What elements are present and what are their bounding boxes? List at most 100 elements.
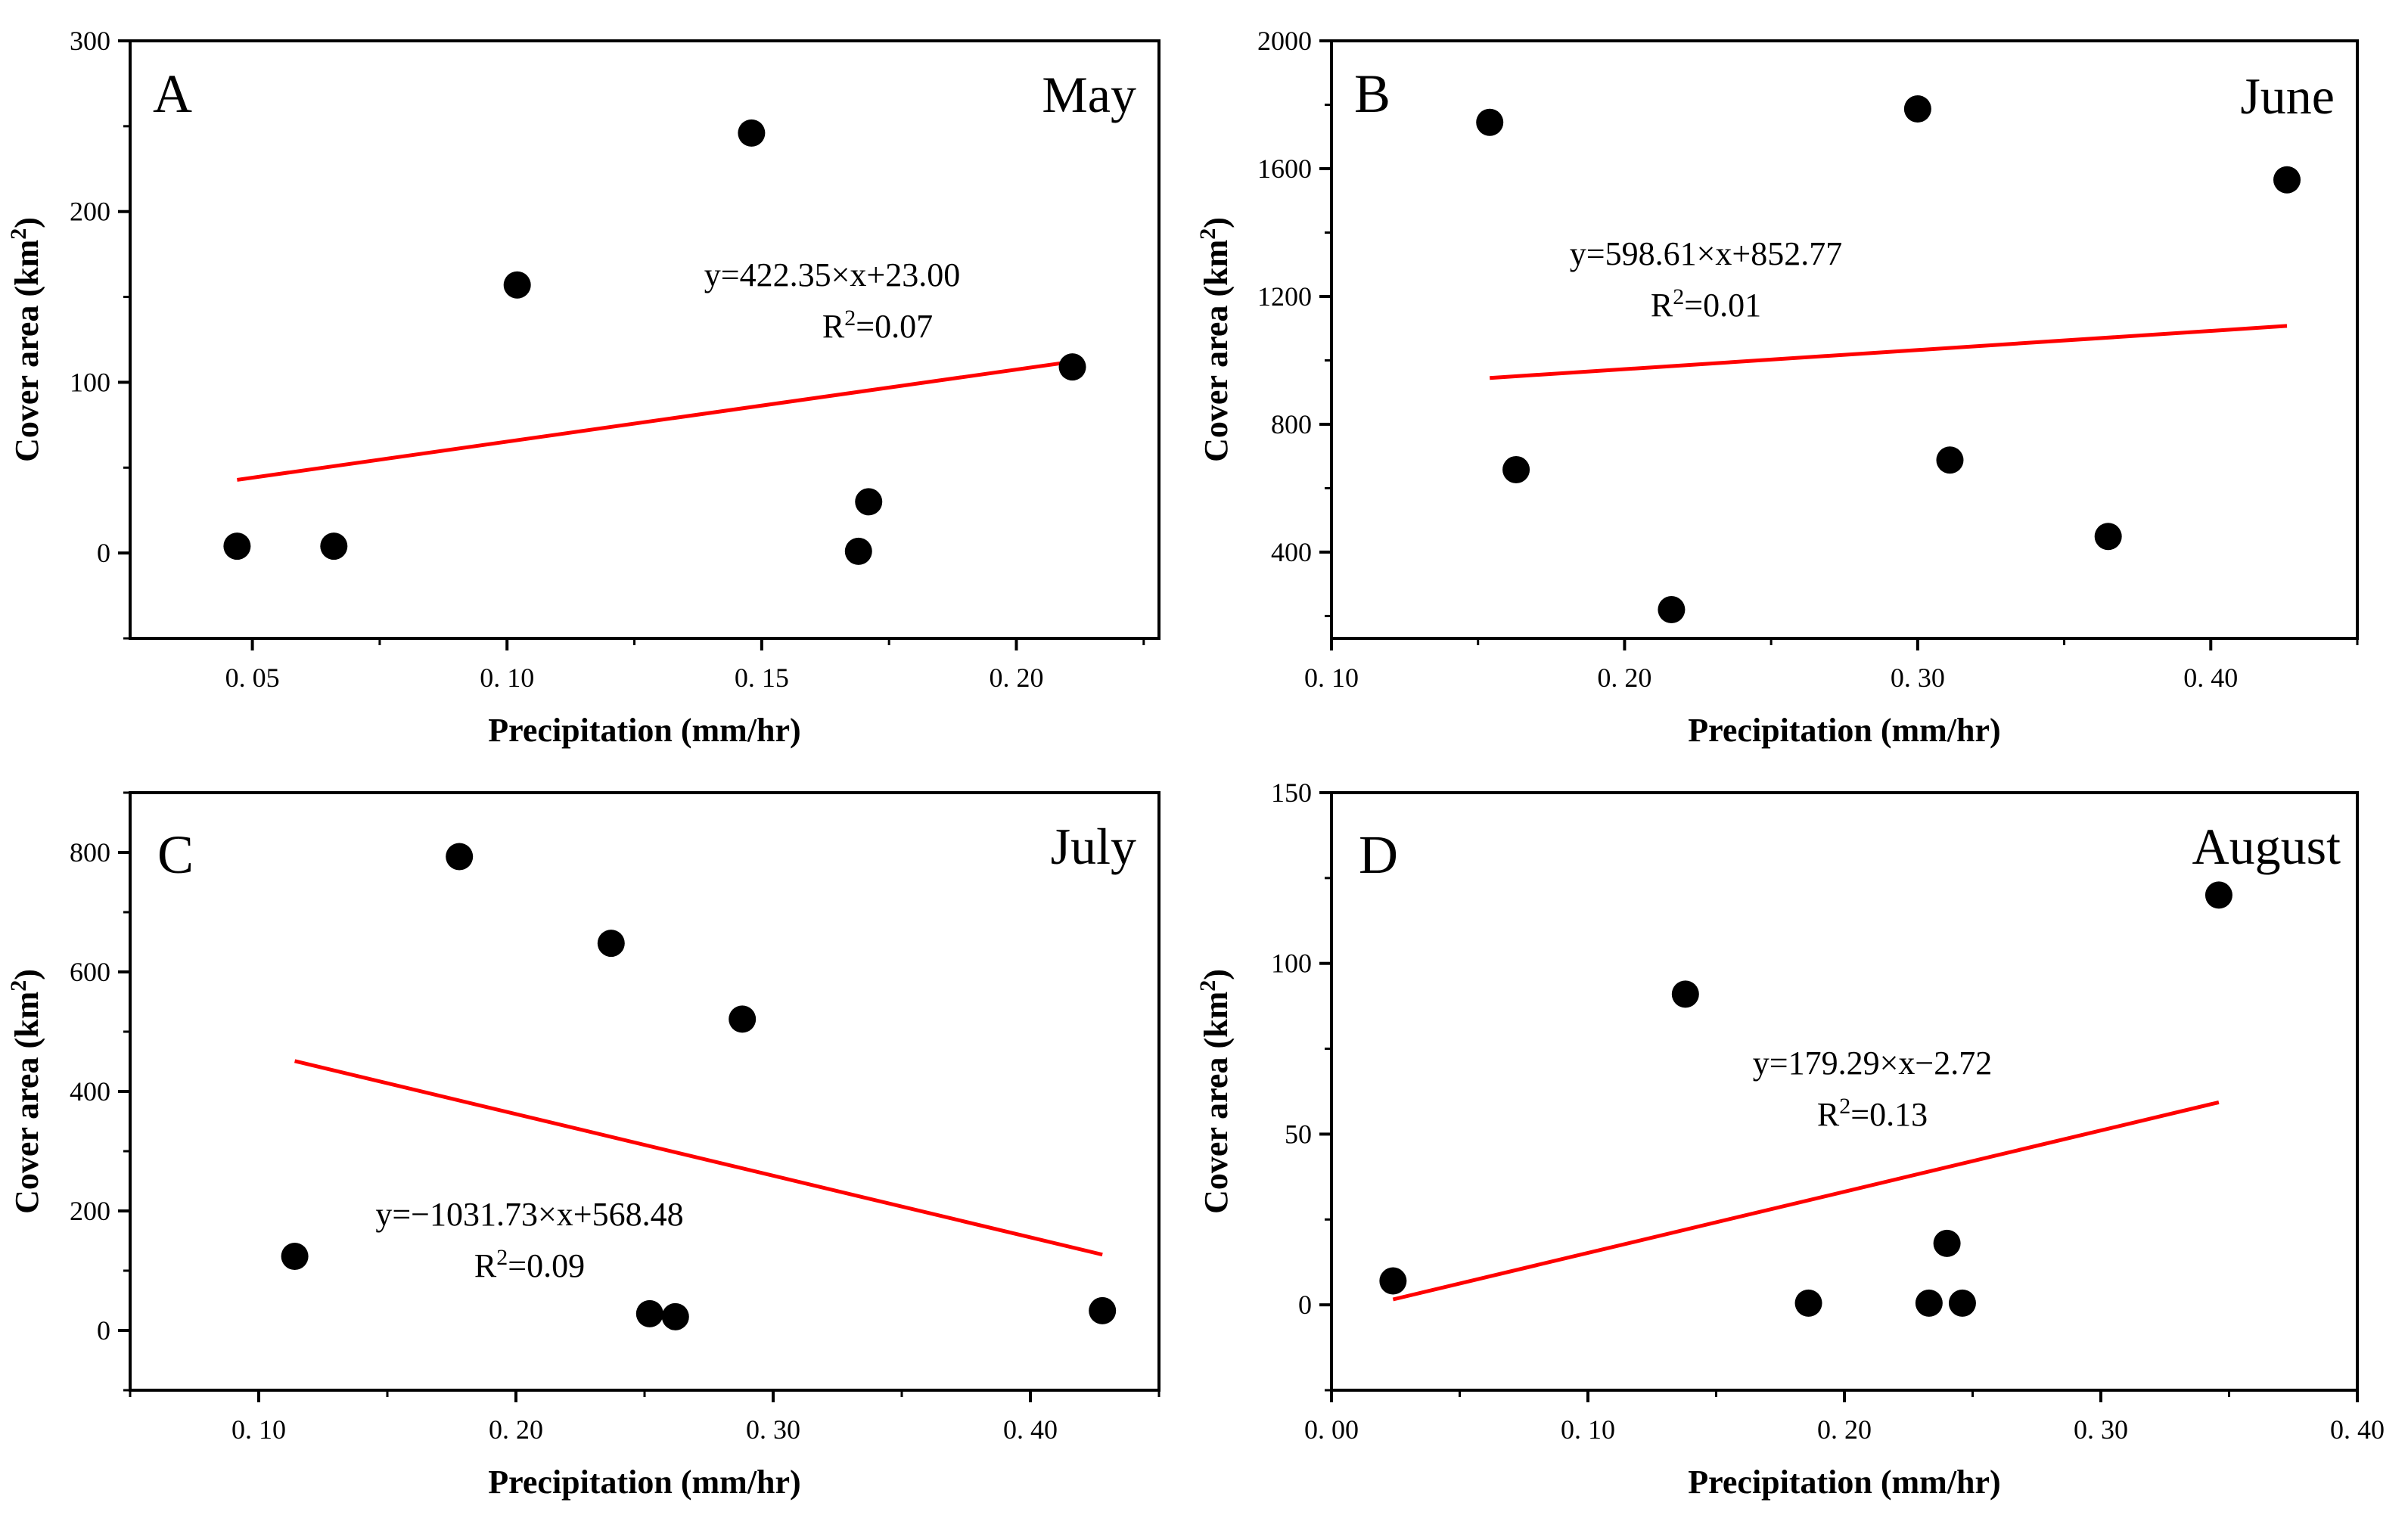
panel-b-x-tick-label: 0. 20 <box>1597 663 1651 693</box>
panel-d-data-point <box>1794 1289 1822 1317</box>
panel-d-data-point <box>1915 1289 1943 1317</box>
panel-b-data-point <box>1658 595 1686 623</box>
panel-c-regression-line <box>294 1059 1103 1257</box>
panel-c-x-tick-label: 0. 40 <box>1003 1414 1058 1445</box>
panel-a-data-point <box>855 488 883 516</box>
panel-b-x-tick-label: 0. 30 <box>1891 663 1945 693</box>
panel-d-data-point <box>1379 1267 1407 1295</box>
panel-c-r-squared: R2=0.09 <box>474 1245 585 1285</box>
panel-b-month-label: June <box>2240 67 2335 125</box>
panel-c-y-tick-label: 200 <box>70 1196 110 1226</box>
panel-a-x-axis-title: Precipitation (mm/hr) <box>488 712 800 749</box>
panel-c-x-tick-label: 0. 10 <box>231 1414 286 1445</box>
panel-d-r-squared: R2=0.13 <box>1817 1094 1928 1134</box>
panel-c-data-point <box>1089 1296 1117 1324</box>
panel-b-x-tick-label: 0. 10 <box>1304 663 1359 693</box>
panel-b-data-point <box>1936 446 1964 474</box>
panel-a-data-point <box>503 271 531 299</box>
panel-b-regression-line <box>1490 324 2288 380</box>
panel-a-y-tick-label: 0 <box>97 538 110 568</box>
panel-c-plot-frame <box>129 791 1161 1392</box>
panel-b-data-point <box>2273 166 2301 194</box>
panel-b-label: B <box>1354 64 1390 124</box>
panel-a-regression-equation: y=422.35×x+23.00 <box>704 256 960 293</box>
panel-d-y-tick-label: 150 <box>1271 778 1312 808</box>
panel-d-x-axis-title: Precipitation (mm/hr) <box>1688 1464 2000 1501</box>
panel-d-y-axis-title: Cover area (km2) <box>1195 969 1235 1214</box>
panel-c-y-tick-label: 0 <box>97 1315 110 1346</box>
panel-a-y-tick-label: 200 <box>70 197 110 227</box>
panel-d-x-tick-label: 0. 40 <box>2330 1414 2385 1445</box>
panel-d-regression-line <box>1392 1100 2220 1302</box>
panel-c-y-tick-label: 400 <box>70 1076 110 1107</box>
panel-c-x-axis-title: Precipitation (mm/hr) <box>488 1464 800 1501</box>
panel-a-data-point <box>1058 353 1086 381</box>
panel-b-data-point <box>1502 455 1530 483</box>
panel-d-plot-frame <box>1330 791 2359 1392</box>
panel-b-x-tick-label: 0. 40 <box>2183 663 2238 693</box>
panel-a-y-tick-label: 100 <box>70 367 110 397</box>
panel-b-data-point <box>2094 523 2122 551</box>
panel-b-regression-equation: y=598.61×x+852.77 <box>1570 235 1842 272</box>
panel-c-month-label: July <box>1051 818 1136 875</box>
panel-c-y-axis-title: Cover area (km2) <box>6 969 46 1214</box>
panel-c-data-point <box>597 930 625 958</box>
panel-d-label: D <box>1359 824 1398 885</box>
panel-b-y-tick-label: 2000 <box>1257 26 1312 56</box>
panel-d-y-tick-label: 0 <box>1298 1290 1312 1320</box>
panel-b-x-axis-title: Precipitation (mm/hr) <box>1688 712 2000 749</box>
panel-d-data-point <box>1933 1229 1961 1257</box>
panel-b-data-point <box>1903 95 1931 123</box>
panel-d-y-tick-label: 100 <box>1271 948 1312 979</box>
panel-c-data-point <box>661 1302 689 1330</box>
panel-d-x-tick-label: 0. 00 <box>1304 1414 1359 1445</box>
panel-a-plot-frame <box>129 39 1161 640</box>
panel-d-data-point <box>1948 1289 1976 1317</box>
panel-a-data-point <box>844 537 872 565</box>
panel-c-data-point <box>729 1005 757 1033</box>
panel-a-x-tick-label: 0. 10 <box>480 663 534 693</box>
panel-d-data-point <box>1671 980 1699 1008</box>
panel-d-y-tick-label: 50 <box>1285 1119 1312 1149</box>
panel-d-data-point <box>2204 881 2232 909</box>
panel-d-regression-equation: y=179.29×x−2.72 <box>1753 1045 1992 1082</box>
panel-b-y-tick-label: 1200 <box>1257 281 1312 312</box>
panel-a-data-point <box>738 119 766 147</box>
panel-a-r-squared: R2=0.07 <box>822 306 933 346</box>
panel-b-y-tick-label: 800 <box>1271 409 1312 439</box>
panel-c-y-tick-label: 600 <box>70 957 110 987</box>
panel-b-y-axis-title: Cover area (km2) <box>1195 217 1235 462</box>
panel-d-month-label: August <box>2192 818 2341 875</box>
panel-c-x-tick-label: 0. 20 <box>489 1414 543 1445</box>
panel-a-y-axis-title: Cover area (km2) <box>6 217 46 462</box>
panel-c-regression-equation: y=−1031.73×x+568.48 <box>375 1196 683 1233</box>
panel-d-x-tick-label: 0. 20 <box>1817 1414 1872 1445</box>
panel-d-x-tick-label: 0. 30 <box>2074 1414 2128 1445</box>
panel-c-data-point <box>635 1299 663 1327</box>
panel-d-chart: 0. 00 0. 10 0. 20 0. 30 0. 40 0 50 100 150 Precip… <box>1195 778 2385 1501</box>
panel-a-data-point <box>320 532 348 560</box>
panel-c-chart: 0. 10 0. 20 0. 30 0. 40 0 200 400 600 800 Precipi… <box>6 791 1161 1501</box>
panel-a-month-label: May <box>1042 66 1136 123</box>
panel-a-x-tick-label: 0. 15 <box>735 663 789 693</box>
panel-b-plot-frame <box>1330 39 2359 640</box>
panel-d-x-tick-label: 0. 10 <box>1561 1414 1615 1445</box>
panel-a-y-tick-label: 300 <box>70 26 110 56</box>
panel-c-x-tick-label: 0. 30 <box>746 1414 800 1445</box>
panel-b-data-point <box>1476 108 1504 136</box>
panel-a-label: A <box>153 64 192 124</box>
panel-a-x-tick-label: 0. 20 <box>989 663 1043 693</box>
panel-a-chart: 0. 05 0. 10 0. 15 0. 20 0 100 200 300 Precipitat… <box>6 26 1161 749</box>
panel-a-x-tick-label: 0. 05 <box>225 663 280 693</box>
panel-a-regression-line <box>237 359 1073 482</box>
panel-c-data-point <box>446 843 474 871</box>
panel-b-chart: 0. 10 0. 20 0. 30 0. 40 400 800 1200 1600 2000 Pr… <box>1195 26 2359 749</box>
panel-a-data-point <box>223 532 251 560</box>
panel-c-y-tick-label: 800 <box>70 837 110 868</box>
panel-c-data-point <box>281 1243 309 1271</box>
panel-b-y-tick-label: 1600 <box>1257 154 1312 184</box>
panel-b-r-squared: R2=0.01 <box>1651 284 1761 324</box>
panel-c-label: C <box>157 824 194 885</box>
panel-b-y-tick-label: 400 <box>1271 537 1312 567</box>
